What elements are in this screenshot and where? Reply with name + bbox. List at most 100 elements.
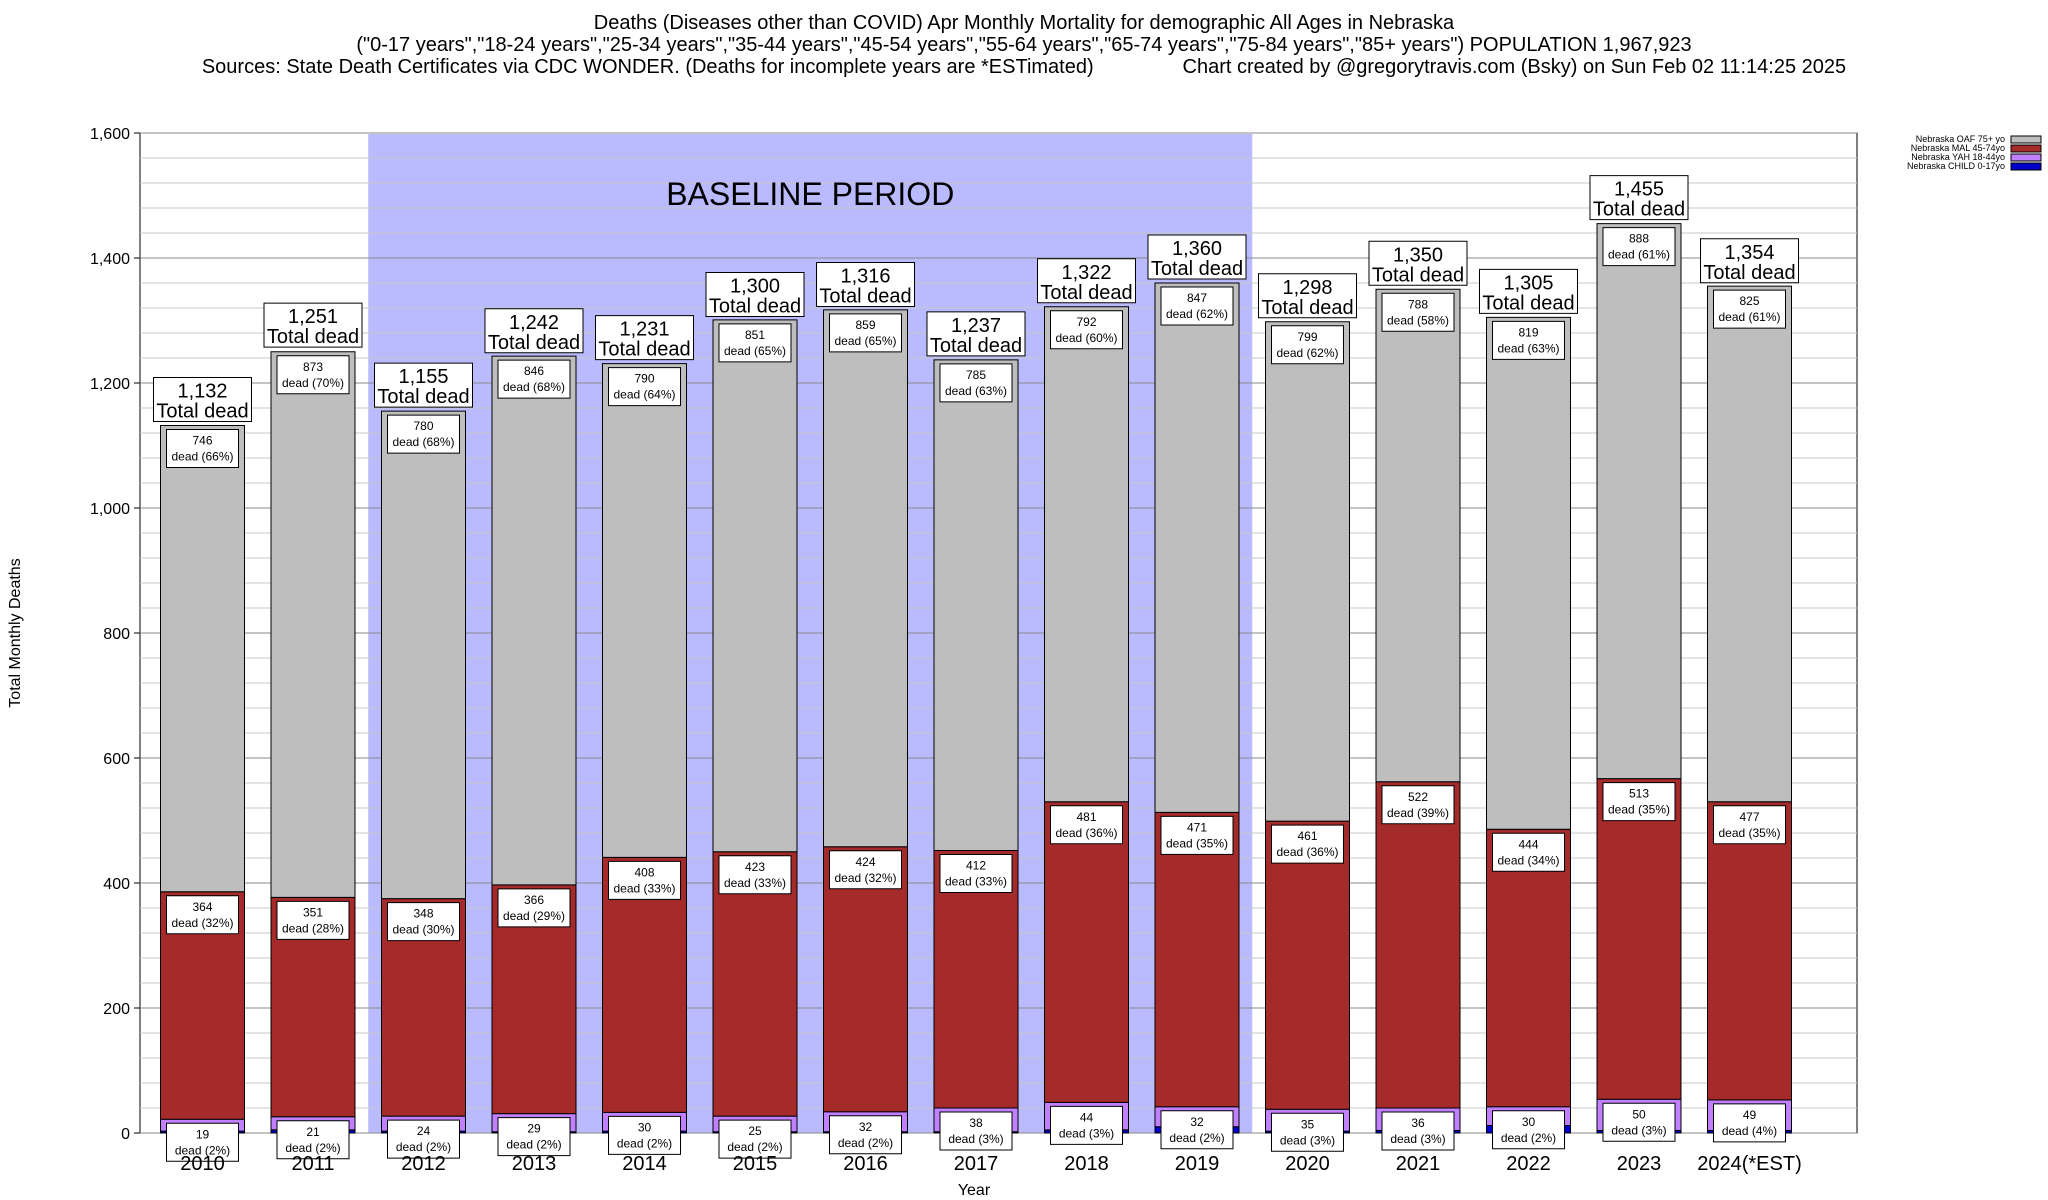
- mal-segment: [1154, 811, 1240, 1108]
- x-tick-label: 2011: [291, 1153, 334, 1175]
- legend-swatch: [2010, 162, 2042, 171]
- total-label-caption: Total dead: [488, 332, 580, 354]
- segment-label-box: [1381, 292, 1455, 332]
- oaf-segment: [1265, 321, 1350, 822]
- segment-label-box: [718, 323, 792, 363]
- total-label-box: [926, 311, 1026, 357]
- segment-label-share: dead (58%): [1387, 313, 1449, 327]
- total-label-value: 1,300: [730, 276, 780, 298]
- segment-label-share: dead (65%): [834, 334, 896, 348]
- segment-label-value: 32: [1190, 1115, 1204, 1129]
- total-label-box: [1147, 234, 1247, 280]
- chart-sources-line: Sources: State Death Certificates via CD…: [0, 56, 2048, 78]
- segment-label-share: dead (36%): [1055, 826, 1117, 840]
- mal-segment: [933, 850, 1019, 1109]
- x-tick-label: 2019: [1175, 1153, 1220, 1175]
- total-label-value: 1,455: [1614, 179, 1664, 201]
- x-tick-label: 2012: [401, 1153, 446, 1175]
- x-tick-label: 2013: [512, 1153, 557, 1175]
- segment-label-value: 408: [634, 865, 654, 879]
- oaf-segment: [823, 309, 908, 848]
- legend-swatch: [2010, 153, 2042, 162]
- segment-label-share: dead (2%): [727, 1140, 782, 1154]
- total-label-box: [1479, 268, 1578, 314]
- segment-label-box: [1160, 1110, 1234, 1150]
- segment-label-value: 746: [192, 434, 212, 448]
- segment-label-box: [939, 363, 1013, 403]
- segment-label-share: dead (60%): [1055, 331, 1117, 345]
- segment-label-share: dead (3%): [1059, 1126, 1114, 1140]
- total-label-box: [484, 308, 584, 354]
- segment-label-value: 29: [527, 1122, 541, 1136]
- segment-label-box: [1381, 1111, 1455, 1151]
- total-label-caption: Total dead: [1261, 297, 1353, 319]
- total-label-caption: Total dead: [1372, 264, 1464, 286]
- segment-label-share: dead (61%): [1718, 310, 1780, 324]
- segment-label-box: [1160, 286, 1234, 326]
- segment-label-share: dead (66%): [171, 450, 233, 464]
- segment-label-box: [1050, 805, 1123, 845]
- total-label-caption: Total dead: [1040, 282, 1132, 304]
- segment-label-value: 780: [413, 419, 433, 433]
- segment-label-box: [497, 359, 571, 399]
- legend-label: Nebraska MAL 45-74yo: [1911, 143, 2005, 153]
- segment-label-share: dead (62%): [1276, 346, 1338, 360]
- segment-label-value: 825: [1739, 294, 1759, 308]
- x-tick-label: 2017: [954, 1153, 999, 1175]
- segment-label-box: [1602, 782, 1676, 822]
- segment-label-share: dead (34%): [1497, 853, 1559, 867]
- y-tick-label: 600: [103, 751, 130, 768]
- segment-label-box: [939, 854, 1013, 893]
- oaf-segment: [1707, 285, 1792, 803]
- oaf-segment: [712, 319, 798, 853]
- total-label-value: 1,237: [951, 315, 1001, 337]
- total-label-value: 1,305: [1503, 272, 1553, 294]
- segment-label-share: dead (39%): [1387, 806, 1449, 820]
- segment-label-value: 364: [192, 900, 212, 914]
- segment-label-box: [276, 355, 350, 395]
- segment-label-box: [1602, 227, 1676, 267]
- segment-label-value: 477: [1739, 810, 1759, 824]
- total-label-value: 1,155: [398, 366, 448, 388]
- segment-label-share: dead (2%): [285, 1141, 340, 1155]
- segment-label-value: 461: [1297, 829, 1317, 843]
- segment-label-box: [387, 1119, 460, 1159]
- baseline-period-label: BASELINE PERIOD: [666, 176, 954, 212]
- segment-label-share: dead (2%): [175, 1143, 230, 1157]
- segment-label-share: dead (2%): [617, 1136, 672, 1150]
- x-tick-label: 2023: [1617, 1153, 1662, 1175]
- segment-label-value: 513: [1629, 787, 1649, 801]
- segment-label-value: 24: [417, 1124, 431, 1138]
- segment-label-share: dead (2%): [838, 1136, 893, 1150]
- y-tick-label: 800: [103, 626, 130, 643]
- segment-label-box: [497, 1117, 571, 1157]
- segment-label-share: dead (3%): [1280, 1133, 1335, 1147]
- segment-label-share: dead (33%): [724, 876, 786, 890]
- segment-label-share: dead (32%): [834, 871, 896, 885]
- segment-label-value: 19: [196, 1127, 210, 1141]
- total-label-value: 1,350: [1393, 244, 1443, 266]
- y-tick-label: 1,400: [90, 251, 130, 268]
- oaf-segment: [160, 425, 245, 893]
- legend-swatch: [2010, 135, 2042, 144]
- segment-label-share: dead (64%): [613, 388, 675, 402]
- x-tick-label: 2018: [1064, 1153, 1109, 1175]
- oaf-segment: [1486, 316, 1571, 830]
- segment-label-value: 366: [524, 893, 544, 907]
- total-label-box: [705, 272, 805, 317]
- total-label-value: 1,316: [840, 266, 890, 288]
- x-tick-label: 2014: [622, 1153, 667, 1175]
- chart-subtitle: ("0-17 years","18-24 years","25-34 years…: [356, 34, 1692, 56]
- segment-label-value: 847: [1187, 291, 1207, 305]
- y-tick-label: 200: [103, 1001, 130, 1018]
- segment-label-value: 792: [1076, 315, 1096, 329]
- segment-label-share: dead (29%): [503, 909, 565, 923]
- segment-label-value: 851: [745, 328, 765, 342]
- segment-label-value: 32: [859, 1120, 873, 1134]
- total-label-caption: Total dead: [1593, 199, 1685, 221]
- segment-label-box: [387, 902, 460, 942]
- segment-label-box: [166, 1122, 239, 1162]
- segment-label-value: 35: [1301, 1117, 1315, 1131]
- segment-label-value: 444: [1518, 837, 1538, 851]
